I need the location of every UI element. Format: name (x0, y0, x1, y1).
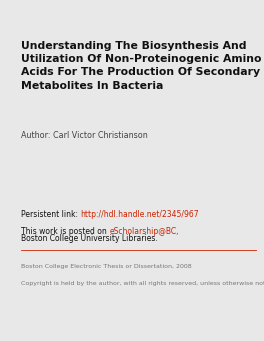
Text: Boston College Electronic Thesis or Dissertation, 2008: Boston College Electronic Thesis or Diss… (21, 264, 192, 269)
Text: Author: Carl Victor Christianson: Author: Carl Victor Christianson (21, 131, 148, 140)
Text: Boston College University Libraries.: Boston College University Libraries. (21, 234, 158, 243)
Text: Copyright is held by the author, with all rights reserved, unless otherwise note: Copyright is held by the author, with al… (21, 281, 264, 286)
Text: This work is posted on: This work is posted on (21, 227, 109, 236)
Text: Persistent link:: Persistent link: (21, 210, 81, 219)
Text: http://hdl.handle.net/2345/967: http://hdl.handle.net/2345/967 (81, 210, 199, 219)
Text: eScholarship@BC,: eScholarship@BC, (109, 227, 179, 236)
Text: Understanding The Biosynthesis And
Utilization Of Non-Proteinogenic Amino
Acids : Understanding The Biosynthesis And Utili… (21, 41, 262, 90)
